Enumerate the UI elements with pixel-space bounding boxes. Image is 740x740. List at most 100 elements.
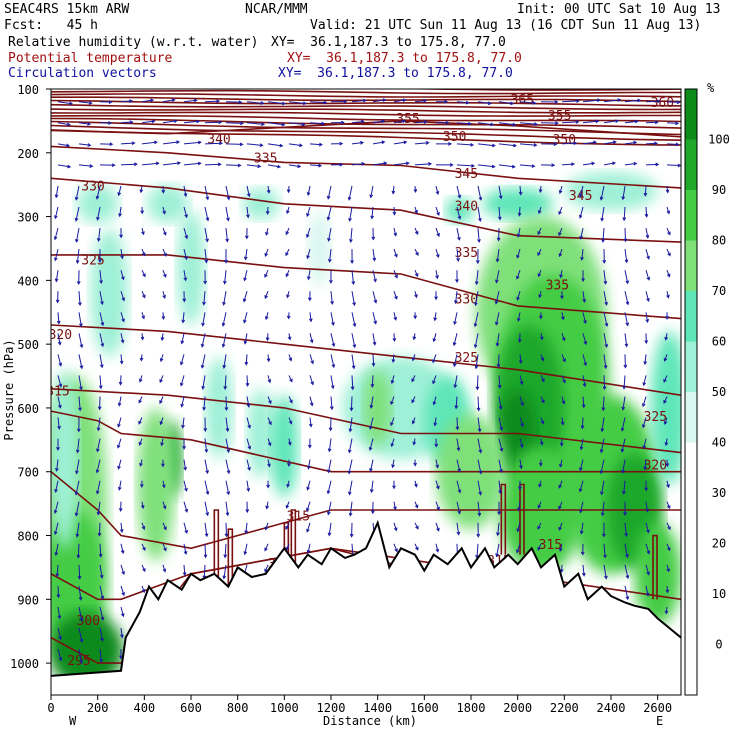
wind-vector: [120, 120, 134, 125]
wind-vector: [498, 164, 516, 169]
wind-vector: [350, 375, 355, 391]
rh-cell: [51, 612, 124, 689]
wind-vector: [306, 543, 311, 554]
wind-vector: [432, 333, 437, 343]
theta-line: [51, 177, 681, 243]
wind-vector: [288, 101, 307, 106]
wind-vector: [246, 143, 264, 148]
wind-vector: [519, 164, 536, 168]
wind-vector: [246, 101, 265, 105]
wind-vector: [117, 459, 122, 470]
theta-line: [227, 528, 234, 587]
wind-vector: [368, 438, 374, 452]
x-tick-label: 2600: [643, 701, 672, 715]
wind-vector: [309, 163, 323, 168]
wind-vector: [624, 312, 630, 327]
wind-vector: [435, 480, 440, 490]
wind-vector: [98, 375, 103, 390]
wind-vector: [225, 438, 231, 454]
terrain-line: [51, 519, 681, 677]
wind-vector: [204, 206, 210, 222]
wind-vector: [560, 291, 564, 300]
wind-vector: [624, 543, 629, 559]
wind-vector: [57, 101, 74, 106]
wind-vector: [495, 543, 500, 558]
wind-vector: [579, 522, 584, 535]
wind-vector: [202, 291, 206, 306]
wind-vector: [54, 185, 59, 199]
wind-vector: [162, 480, 166, 489]
wind-vector: [141, 585, 146, 594]
x-tick-label: 1600: [410, 701, 439, 715]
theta-line: [51, 111, 681, 117]
wind-vector: [519, 122, 538, 126]
wind-vector: [456, 522, 461, 536]
wind-vector: [182, 564, 187, 577]
theta-label: 320: [644, 458, 667, 473]
wind-vector: [204, 438, 209, 454]
wind-vector: [621, 396, 626, 411]
theta-label: 355: [548, 109, 571, 124]
wind-vector: [372, 140, 386, 145]
wind-vector: [225, 480, 231, 496]
wind-vector: [96, 206, 101, 221]
wind-vector: [578, 185, 584, 198]
wind-vector: [264, 291, 269, 300]
colorbar-swatch: [685, 240, 697, 291]
wind-vector: [326, 185, 332, 200]
wind-vector: [288, 164, 302, 169]
wind-vector: [243, 312, 248, 324]
wind-vector: [327, 522, 332, 537]
theta-label: 315: [46, 384, 69, 399]
wind-vector: [516, 227, 521, 238]
wind-vector: [454, 396, 459, 410]
wind-vector: [664, 606, 669, 615]
field-theta-xy: XY= 36.1,187.3 to 175.8, 77.0: [287, 51, 522, 66]
colorbar-swatch: [685, 543, 697, 594]
wind-vector: [162, 248, 167, 257]
wind-vector: [540, 142, 558, 146]
wind-vector: [666, 480, 670, 489]
wind-vector: [204, 459, 209, 475]
wind-vector: [267, 438, 272, 447]
terrain: [51, 519, 681, 695]
wind-vector: [620, 438, 626, 453]
theta-line: [500, 483, 507, 555]
wind-vector: [162, 543, 167, 552]
wind-vector: [245, 375, 250, 387]
wind-vector: [265, 333, 270, 342]
x-tick-label: 400: [133, 701, 155, 715]
wind-vector: [456, 206, 462, 220]
wind-vector: [120, 627, 124, 639]
wind-vector: [306, 522, 311, 533]
wind-vector: [435, 227, 440, 238]
wind-vector: [538, 312, 543, 320]
wind-vector: [538, 480, 542, 488]
wind-vector: [456, 501, 461, 515]
wind-vector: [538, 185, 543, 194]
x-tick-label: 1000: [270, 701, 299, 715]
wind-vector: [498, 185, 503, 200]
wind-vector: [372, 119, 386, 124]
wind-vector: [600, 206, 605, 222]
wind-vector: [78, 585, 83, 601]
wind-vector: [642, 417, 647, 429]
x-tick-label: 1200: [317, 701, 346, 715]
wind-vector: [456, 121, 472, 126]
wind-vector: [624, 585, 630, 601]
wind-vector: [393, 98, 407, 103]
wind-vector: [349, 228, 353, 244]
wind-vector: [579, 501, 584, 514]
wind-vector: [475, 249, 480, 265]
wind-vector: [436, 120, 450, 125]
wind-vector: [329, 396, 334, 411]
wind-vector: [666, 227, 671, 236]
wind-vector: [473, 312, 479, 328]
wind-vector: [57, 627, 62, 641]
wind-vector: [326, 501, 332, 516]
wind-vector: [537, 522, 542, 530]
wind-vector: [351, 291, 356, 307]
wind-vector: [99, 270, 103, 285]
wind-vector: [413, 312, 418, 320]
wind-vector: [663, 417, 668, 425]
